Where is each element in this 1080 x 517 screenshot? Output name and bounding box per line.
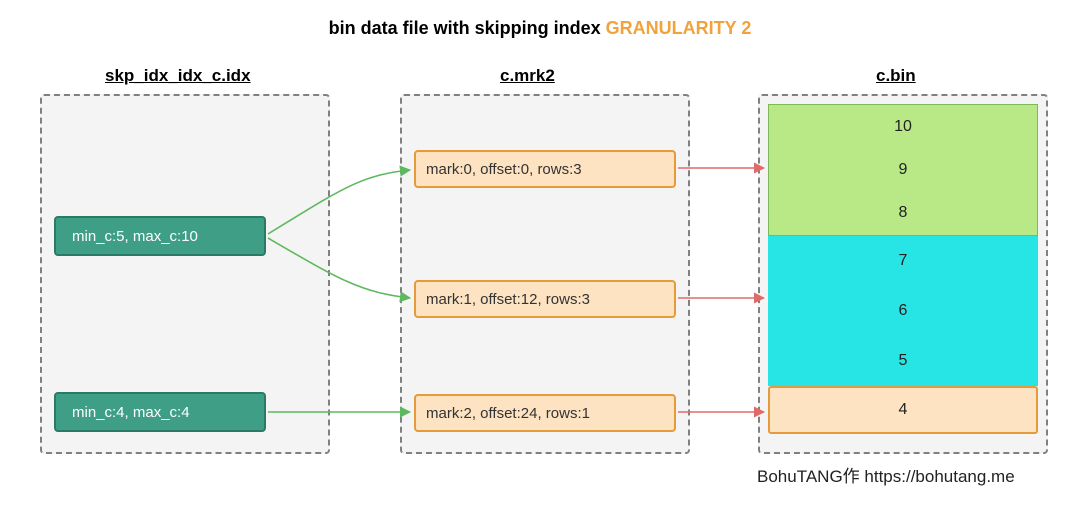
bin-block: 7 6 5	[768, 236, 1038, 386]
mrk-box-text: mark:2, offset:24, rows:1	[426, 405, 590, 422]
page-title: bin data file with skipping index GRANUL…	[0, 18, 1080, 39]
footer-credit: BohuTANG作 https://bohutang.me	[757, 462, 1015, 487]
panel-label-bin: c.bin	[876, 66, 916, 86]
bin-value: 8	[899, 204, 908, 222]
mrk-box: mark:2, offset:24, rows:1	[414, 394, 676, 432]
bin-value: 5	[899, 352, 908, 370]
bin-block: 4	[768, 386, 1038, 434]
title-highlight: GRANULARITY 2	[606, 18, 752, 38]
mrk-box: mark:0, offset:0, rows:3	[414, 150, 676, 188]
idx-box-text: min_c:4, max_c:4	[72, 404, 190, 421]
bin-block: 10 9 8	[768, 104, 1038, 236]
idx-box-text: min_c:5, max_c:10	[72, 228, 198, 245]
bin-value: 7	[899, 252, 908, 270]
bin-value: 10	[894, 118, 912, 136]
bin-value: 6	[899, 302, 908, 320]
idx-box: min_c:5, max_c:10	[54, 216, 266, 256]
panel-label-mrk: c.mrk2	[500, 66, 555, 86]
title-prefix: bin data file with skipping index	[329, 18, 606, 38]
panel-label-idx: skp_idx_idx_c.idx	[105, 66, 251, 86]
mrk-box: mark:1, offset:12, rows:3	[414, 280, 676, 318]
idx-box: min_c:4, max_c:4	[54, 392, 266, 432]
bin-value: 9	[899, 161, 908, 179]
bin-value: 4	[899, 401, 908, 419]
mrk-box-text: mark:1, offset:12, rows:3	[426, 291, 590, 308]
mrk-box-text: mark:0, offset:0, rows:3	[426, 161, 582, 178]
